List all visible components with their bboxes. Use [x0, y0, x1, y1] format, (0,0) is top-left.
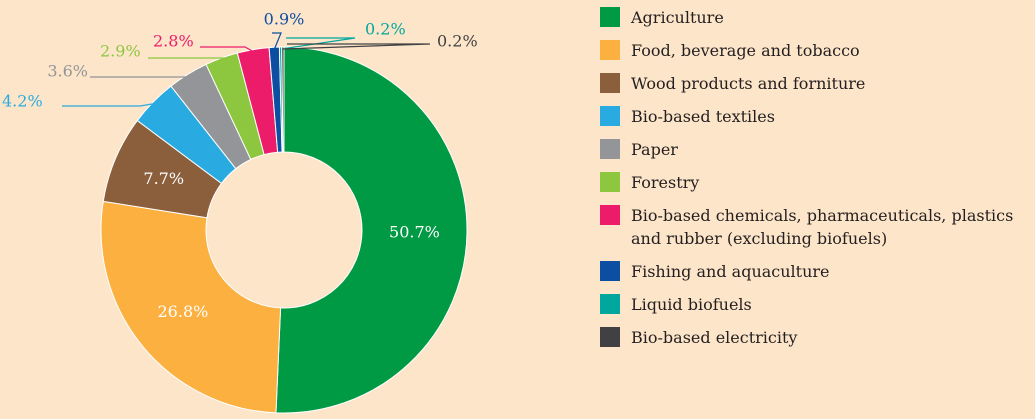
- chart: 50.7% 26.8% 7.7% 4.2%3.6% 2.9% 2.8% 0.9% 0.2% 0.…: [2, 10, 478, 414]
- legend-item: Bio-based chemicals, pharmaceuticals, pl…: [600, 204, 1035, 250]
- legend-item: Wood products and forniture: [600, 72, 1035, 95]
- data-label: 7.7%: [143, 169, 184, 188]
- legend-swatch: [600, 139, 620, 159]
- leader-line: [90, 75, 192, 78]
- leader-line: [62, 103, 155, 107]
- legend-label: Agriculture: [631, 8, 724, 27]
- donut-slice: [100, 200, 282, 414]
- leader-line: [148, 57, 231, 61]
- legend-label: Bio-based electricity: [631, 328, 798, 347]
- legend-label: Forestry: [631, 173, 700, 192]
- legend-swatch: [600, 205, 620, 225]
- legend-swatch: [600, 294, 620, 314]
- data-label: 0.2%: [437, 32, 478, 51]
- legend-item: Agriculture: [600, 6, 1035, 29]
- leader-line: [200, 46, 254, 53]
- donut-slice: [275, 46, 468, 414]
- data-label: 4.2%: [2, 92, 43, 111]
- legend-item: Paper: [600, 138, 1035, 161]
- legend-label: Wood products and forniture: [631, 74, 866, 93]
- data-label: 0.2%: [365, 20, 406, 39]
- leader-line: [282, 43, 431, 50]
- leader-line: [280, 37, 356, 50]
- legend-item: Bio-based textiles: [600, 105, 1035, 128]
- legend-swatch: [600, 73, 620, 93]
- legend-label: Bio-based chemicals, pharmaceuticals, pl…: [631, 206, 1014, 248]
- legend-swatch: [600, 40, 620, 60]
- data-label: 0.9%: [264, 10, 305, 29]
- legend-swatch: [600, 7, 620, 27]
- legend-item: Food, beverage and tobacco: [600, 39, 1035, 62]
- legend-item: Bio-based electricity: [600, 326, 1035, 349]
- legend-swatch: [600, 106, 620, 126]
- leader-line: [272, 32, 282, 50]
- legend-swatch: [600, 261, 620, 281]
- legend-swatch: [600, 172, 620, 192]
- data-label: 2.8%: [153, 32, 194, 51]
- legend-label: Food, beverage and tobacco: [631, 41, 860, 60]
- legend-label: Paper: [631, 140, 678, 159]
- legend-label: Liquid biofuels: [631, 295, 752, 314]
- data-label: 3.6%: [47, 62, 88, 81]
- legend-label: Bio-based textiles: [631, 107, 775, 126]
- data-label: 26.8%: [158, 302, 209, 321]
- legend-label: Fishing and aquaculture: [631, 262, 830, 281]
- legend: Agriculture Food, beverage and tobacco Woo…: [600, 6, 1035, 359]
- legend-item: Forestry: [600, 171, 1035, 194]
- legend-item: Liquid biofuels: [600, 293, 1035, 316]
- donut-slice: [281, 46, 285, 153]
- data-label: 50.7%: [389, 222, 440, 241]
- legend-swatch: [600, 327, 620, 347]
- legend-item: Fishing and aquaculture: [600, 260, 1035, 283]
- data-label: 2.9%: [100, 42, 141, 61]
